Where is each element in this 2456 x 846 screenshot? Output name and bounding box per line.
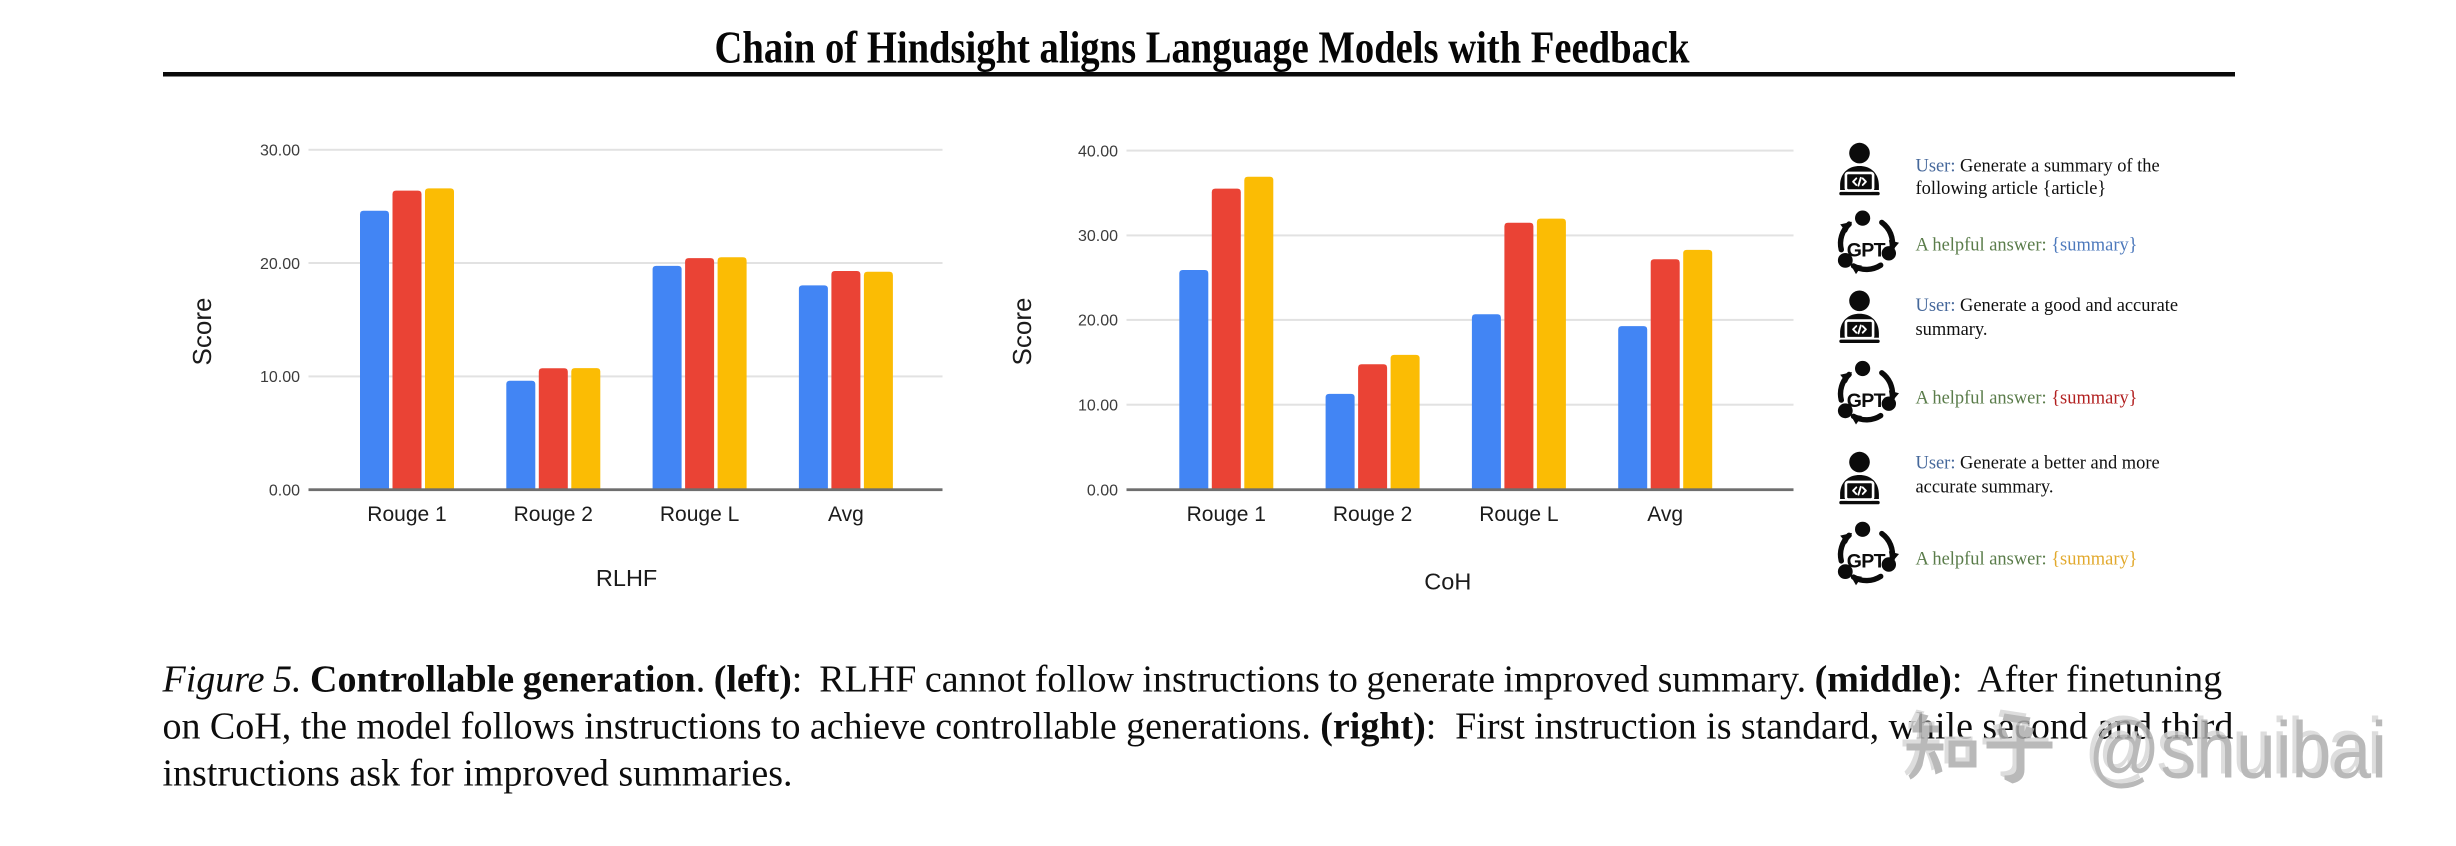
svg-text:@shuibai: @shuibai — [2088, 706, 2387, 795]
svg-text:GPT: GPT — [1847, 390, 1886, 412]
svg-text:Figure 5. Controllable generat: Figure 5. Controllable generation. (left… — [162, 659, 2223, 701]
svg-text:Rouge L: Rouge L — [660, 503, 739, 526]
svg-text:A helpful answer: {summary}: A helpful answer: {summary} — [1916, 387, 2138, 407]
svg-text:on CoH, the model follows inst: on CoH, the model follows instructions t… — [163, 706, 2234, 748]
svg-text:following article {article}: following article {article} — [1916, 178, 2107, 198]
svg-text:User: Generate a better and mo: User: Generate a better and more — [1916, 452, 2160, 472]
svg-text:0.00: 0.00 — [1087, 482, 1118, 499]
svg-text:User: Generate a summary of th: User: Generate a summary of the — [1916, 155, 2160, 175]
svg-text:summary.: summary. — [1916, 319, 1988, 339]
svg-text:30.00: 30.00 — [260, 143, 300, 160]
svg-text:10.00: 10.00 — [260, 369, 300, 386]
svg-text:Avg: Avg — [828, 503, 864, 526]
svg-text:GPT: GPT — [1847, 239, 1886, 261]
svg-text:accurate summary.: accurate summary. — [1916, 476, 2054, 496]
svg-text:20.00: 20.00 — [1078, 313, 1118, 330]
svg-text:Chain of Hindsight aligns Lang: Chain of Hindsight aligns Language Model… — [715, 22, 1690, 73]
svg-text:Rouge 1: Rouge 1 — [367, 503, 446, 526]
svg-text:20.00: 20.00 — [260, 256, 300, 273]
svg-text:A helpful answer: {summary}: A helpful answer: {summary} — [1916, 235, 2138, 255]
svg-text:Avg: Avg — [1647, 503, 1683, 526]
svg-text:User: Generate a good and accu: User: Generate a good and accurate — [1916, 295, 2179, 315]
svg-text:Rouge 1: Rouge 1 — [1187, 503, 1266, 526]
svg-text:Score: Score — [187, 298, 217, 366]
svg-text:A helpful answer: {summary}: A helpful answer: {summary} — [1916, 549, 2138, 569]
svg-text:@shuibai: @shuibai — [2084, 702, 2383, 791]
svg-text:10.00: 10.00 — [1078, 398, 1118, 415]
svg-text:instructions ask for improved: instructions ask for improved summaries. — [163, 753, 793, 795]
svg-text:40.00: 40.00 — [1078, 143, 1118, 160]
svg-text:RLHF: RLHF — [596, 565, 657, 591]
svg-text:0.00: 0.00 — [269, 482, 300, 499]
svg-text:30.00: 30.00 — [1078, 228, 1118, 245]
svg-text:Rouge 2: Rouge 2 — [1333, 503, 1412, 526]
svg-text:CoH: CoH — [1424, 569, 1471, 595]
svg-text:Score: Score — [1007, 298, 1037, 366]
svg-text:Rouge 2: Rouge 2 — [514, 503, 593, 526]
svg-text:GPT: GPT — [1847, 551, 1886, 573]
svg-text:Rouge L: Rouge L — [1479, 503, 1558, 526]
